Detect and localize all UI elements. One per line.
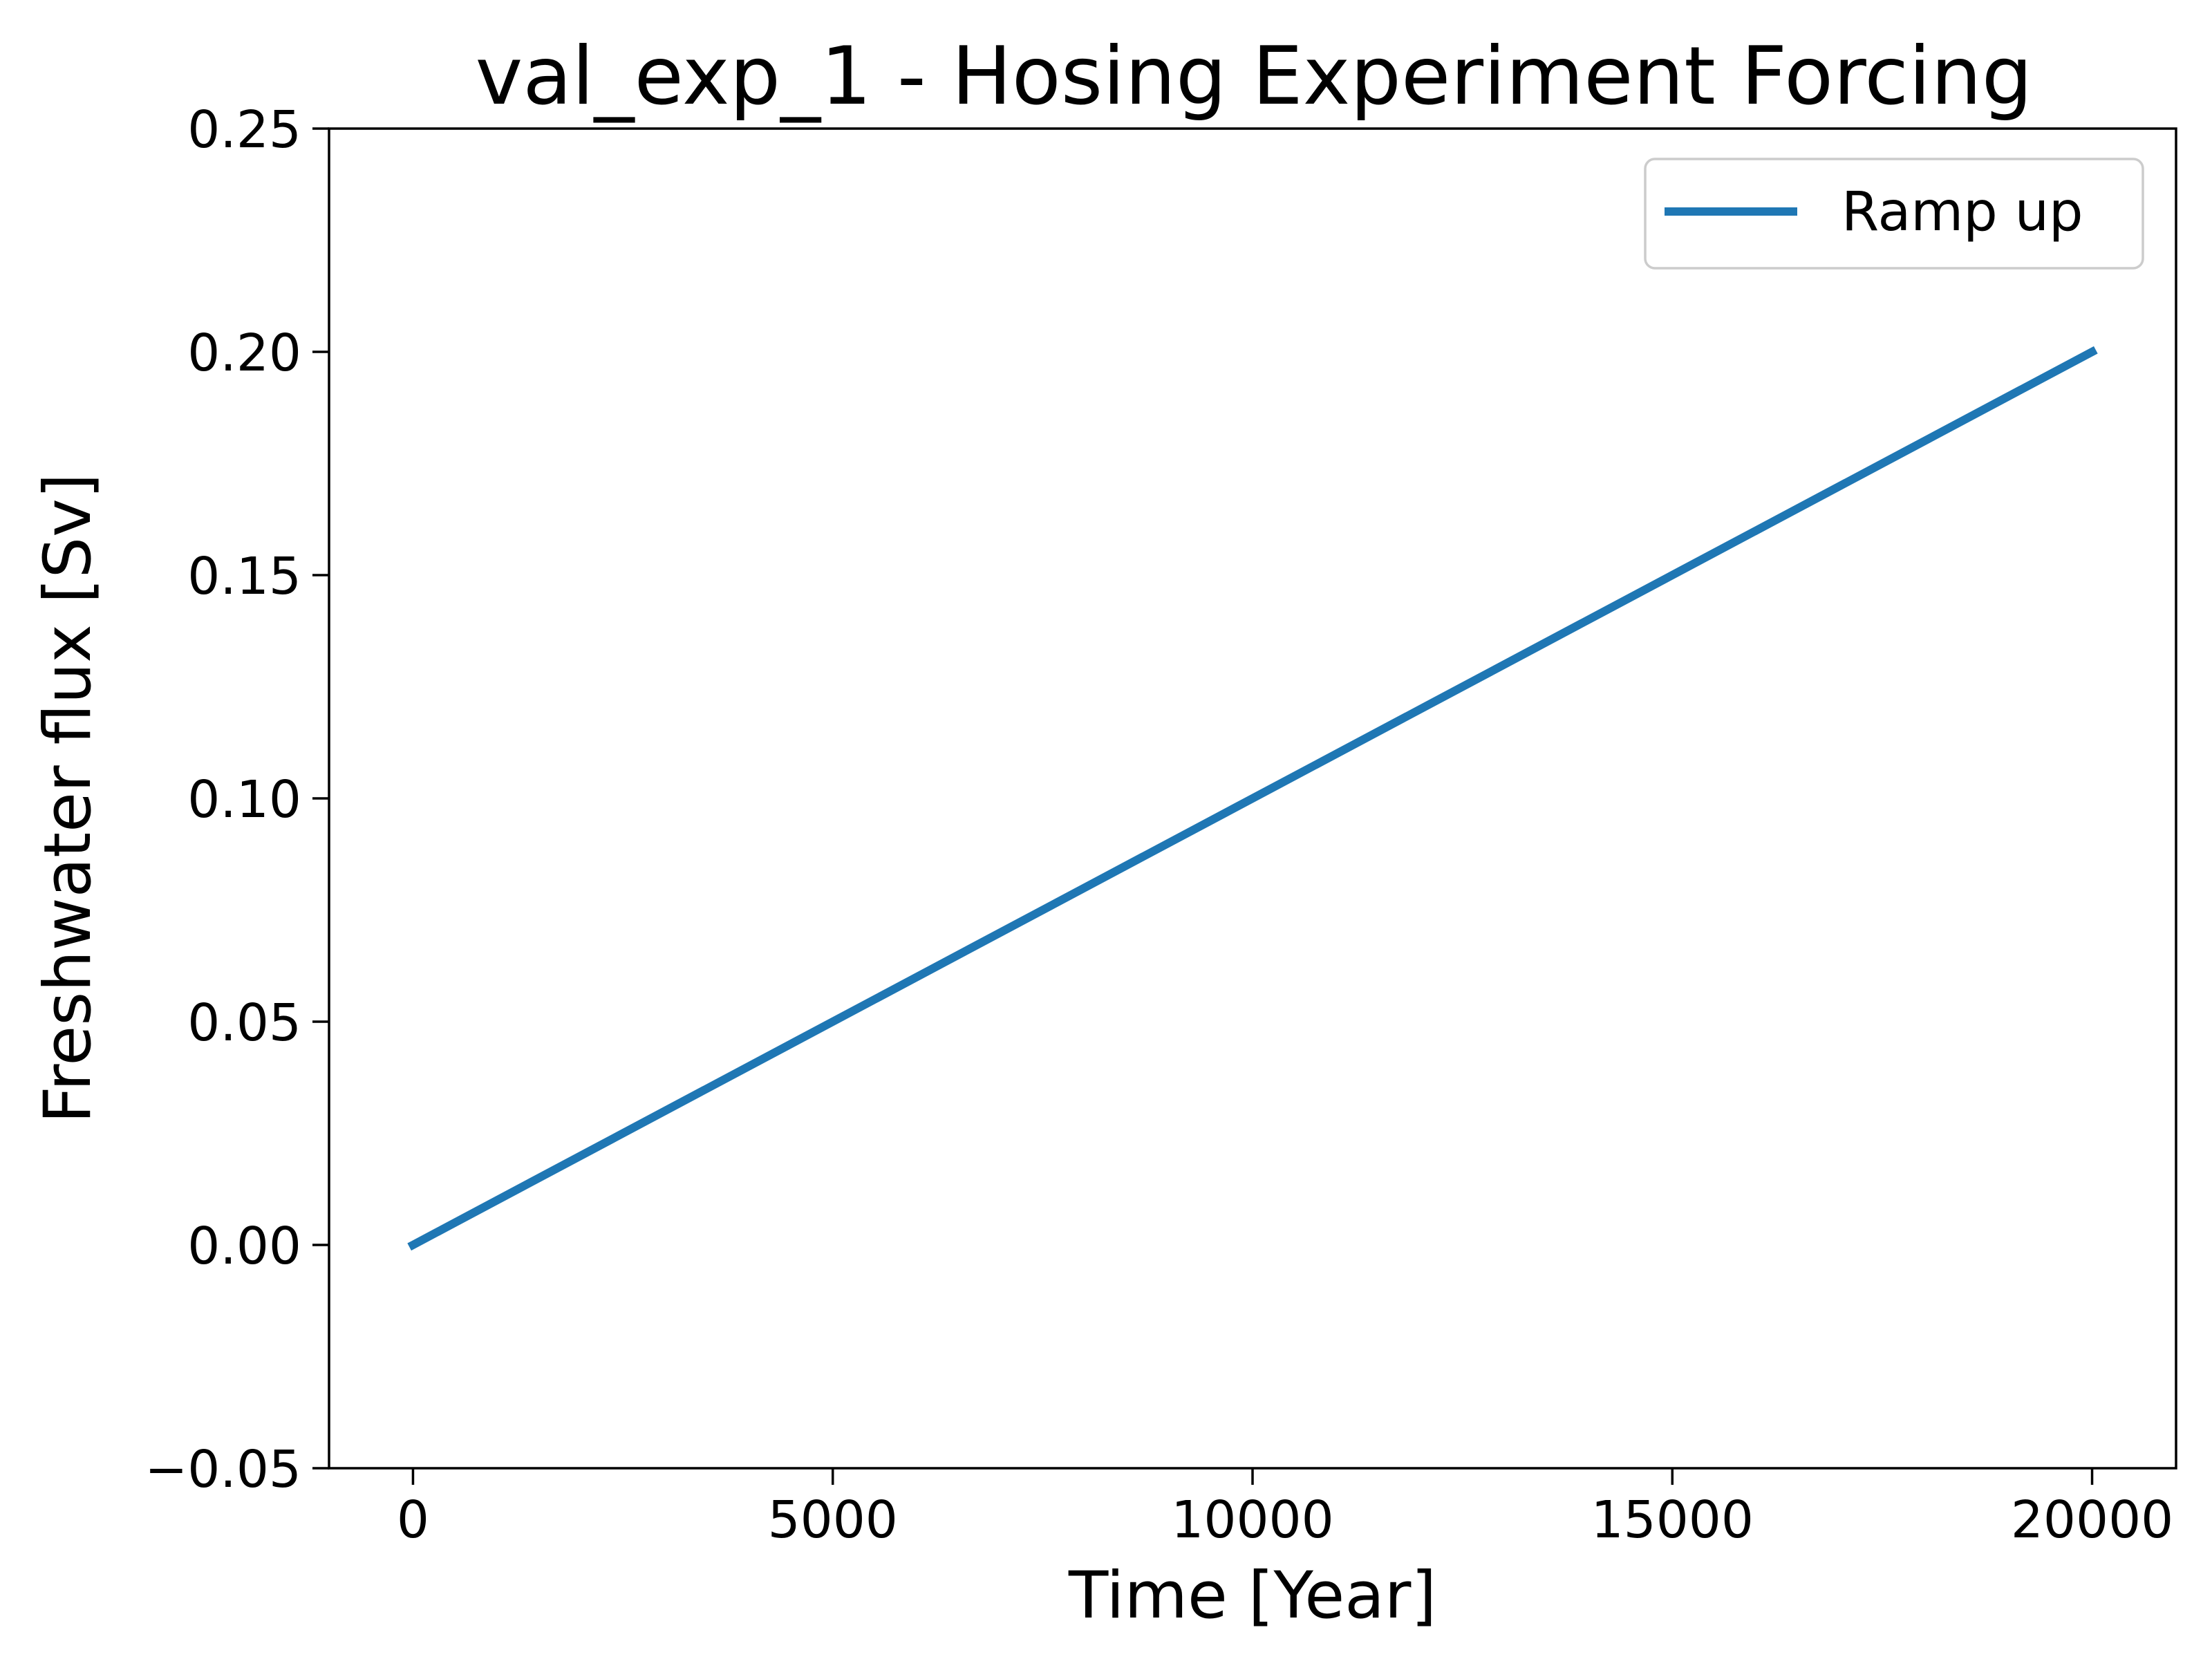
y-tick-label: 0.20 [187,324,301,383]
x-axis-label: Time [Year] [1068,1558,1436,1633]
y-axis-label: Freshwater flux [Sv] [30,474,106,1124]
y-tick-label: 0.15 [187,547,301,606]
series-layer [407,346,2098,1251]
y-axis-ticks: −0.05 0.00 0.05 0.10 0.15 0.20 0.25 [144,100,329,1499]
x-tick-label: 15000 [1591,1490,1754,1550]
x-axis-ticks: 0 5000 10000 15000 20000 [397,1468,2173,1550]
x-tick-label: 20000 [2011,1490,2173,1550]
legend-box [1644,158,2144,270]
legend: Ramp up [1644,158,2144,270]
y-tick-label: 0.25 [187,100,301,160]
y-tick-label: 0.10 [187,770,301,830]
y-tick-label: 0.05 [187,993,301,1053]
series-line-ramp-up [407,346,2098,1251]
y-tick-label: −0.05 [144,1440,301,1499]
x-tick-label: 5000 [768,1490,898,1550]
x-tick-label: 0 [397,1490,429,1550]
legend-label-ramp-up: Ramp up [1841,181,2083,243]
y-tick-label: 0.00 [187,1217,301,1276]
x-tick-label: 10000 [1171,1490,1333,1550]
chart-title: val_exp_1 - Hosing Experiment Forcing [476,30,2033,123]
